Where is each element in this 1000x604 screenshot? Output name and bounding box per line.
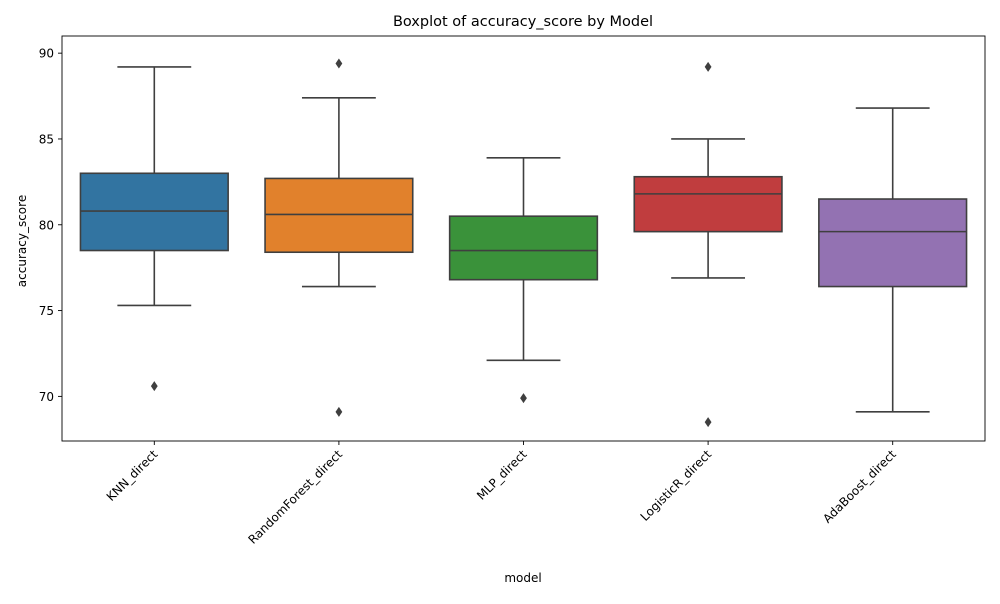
x-tick-label: MLP_direct <box>474 447 530 503</box>
outlier-point <box>150 381 158 392</box>
x-axis-label: model <box>504 571 541 585</box>
outlier-point <box>335 406 343 417</box>
y-axis-label: accuracy_score <box>15 195 29 287</box>
y-tick-label: 75 <box>39 304 54 318</box>
x-tick-label: KNN_direct <box>104 447 161 504</box>
y-tick-label: 90 <box>39 47 54 61</box>
box-AdaBoost_direct <box>818 198 968 288</box>
box-MLP_direct <box>448 215 599 281</box>
outlier-point <box>335 58 343 69</box>
outlier-point <box>704 61 712 72</box>
y-tick-label: 70 <box>39 390 54 404</box>
x-tick-label: LogisticR_direct <box>638 447 715 524</box>
box-KNN_direct <box>79 172 229 252</box>
outlier-point <box>520 393 527 404</box>
plot-frame <box>61 35 986 442</box>
chart-title: Boxplot of accuracy_score by Model <box>393 14 653 30</box>
x-tick-label: RandomForest_direct <box>245 447 345 547</box>
box-LogisticR_direct <box>633 175 783 233</box>
plot-area: 70 75 80 85 90 KNN_direct RandomForest_direct M… <box>39 47 968 547</box>
outlier-point <box>704 417 712 428</box>
y-tick-label: 85 <box>39 132 54 146</box>
y-tick-label: 80 <box>39 218 54 232</box>
box-RandomForest_direct <box>264 177 414 254</box>
x-tick-label: AdaBoost_direct <box>820 447 899 526</box>
